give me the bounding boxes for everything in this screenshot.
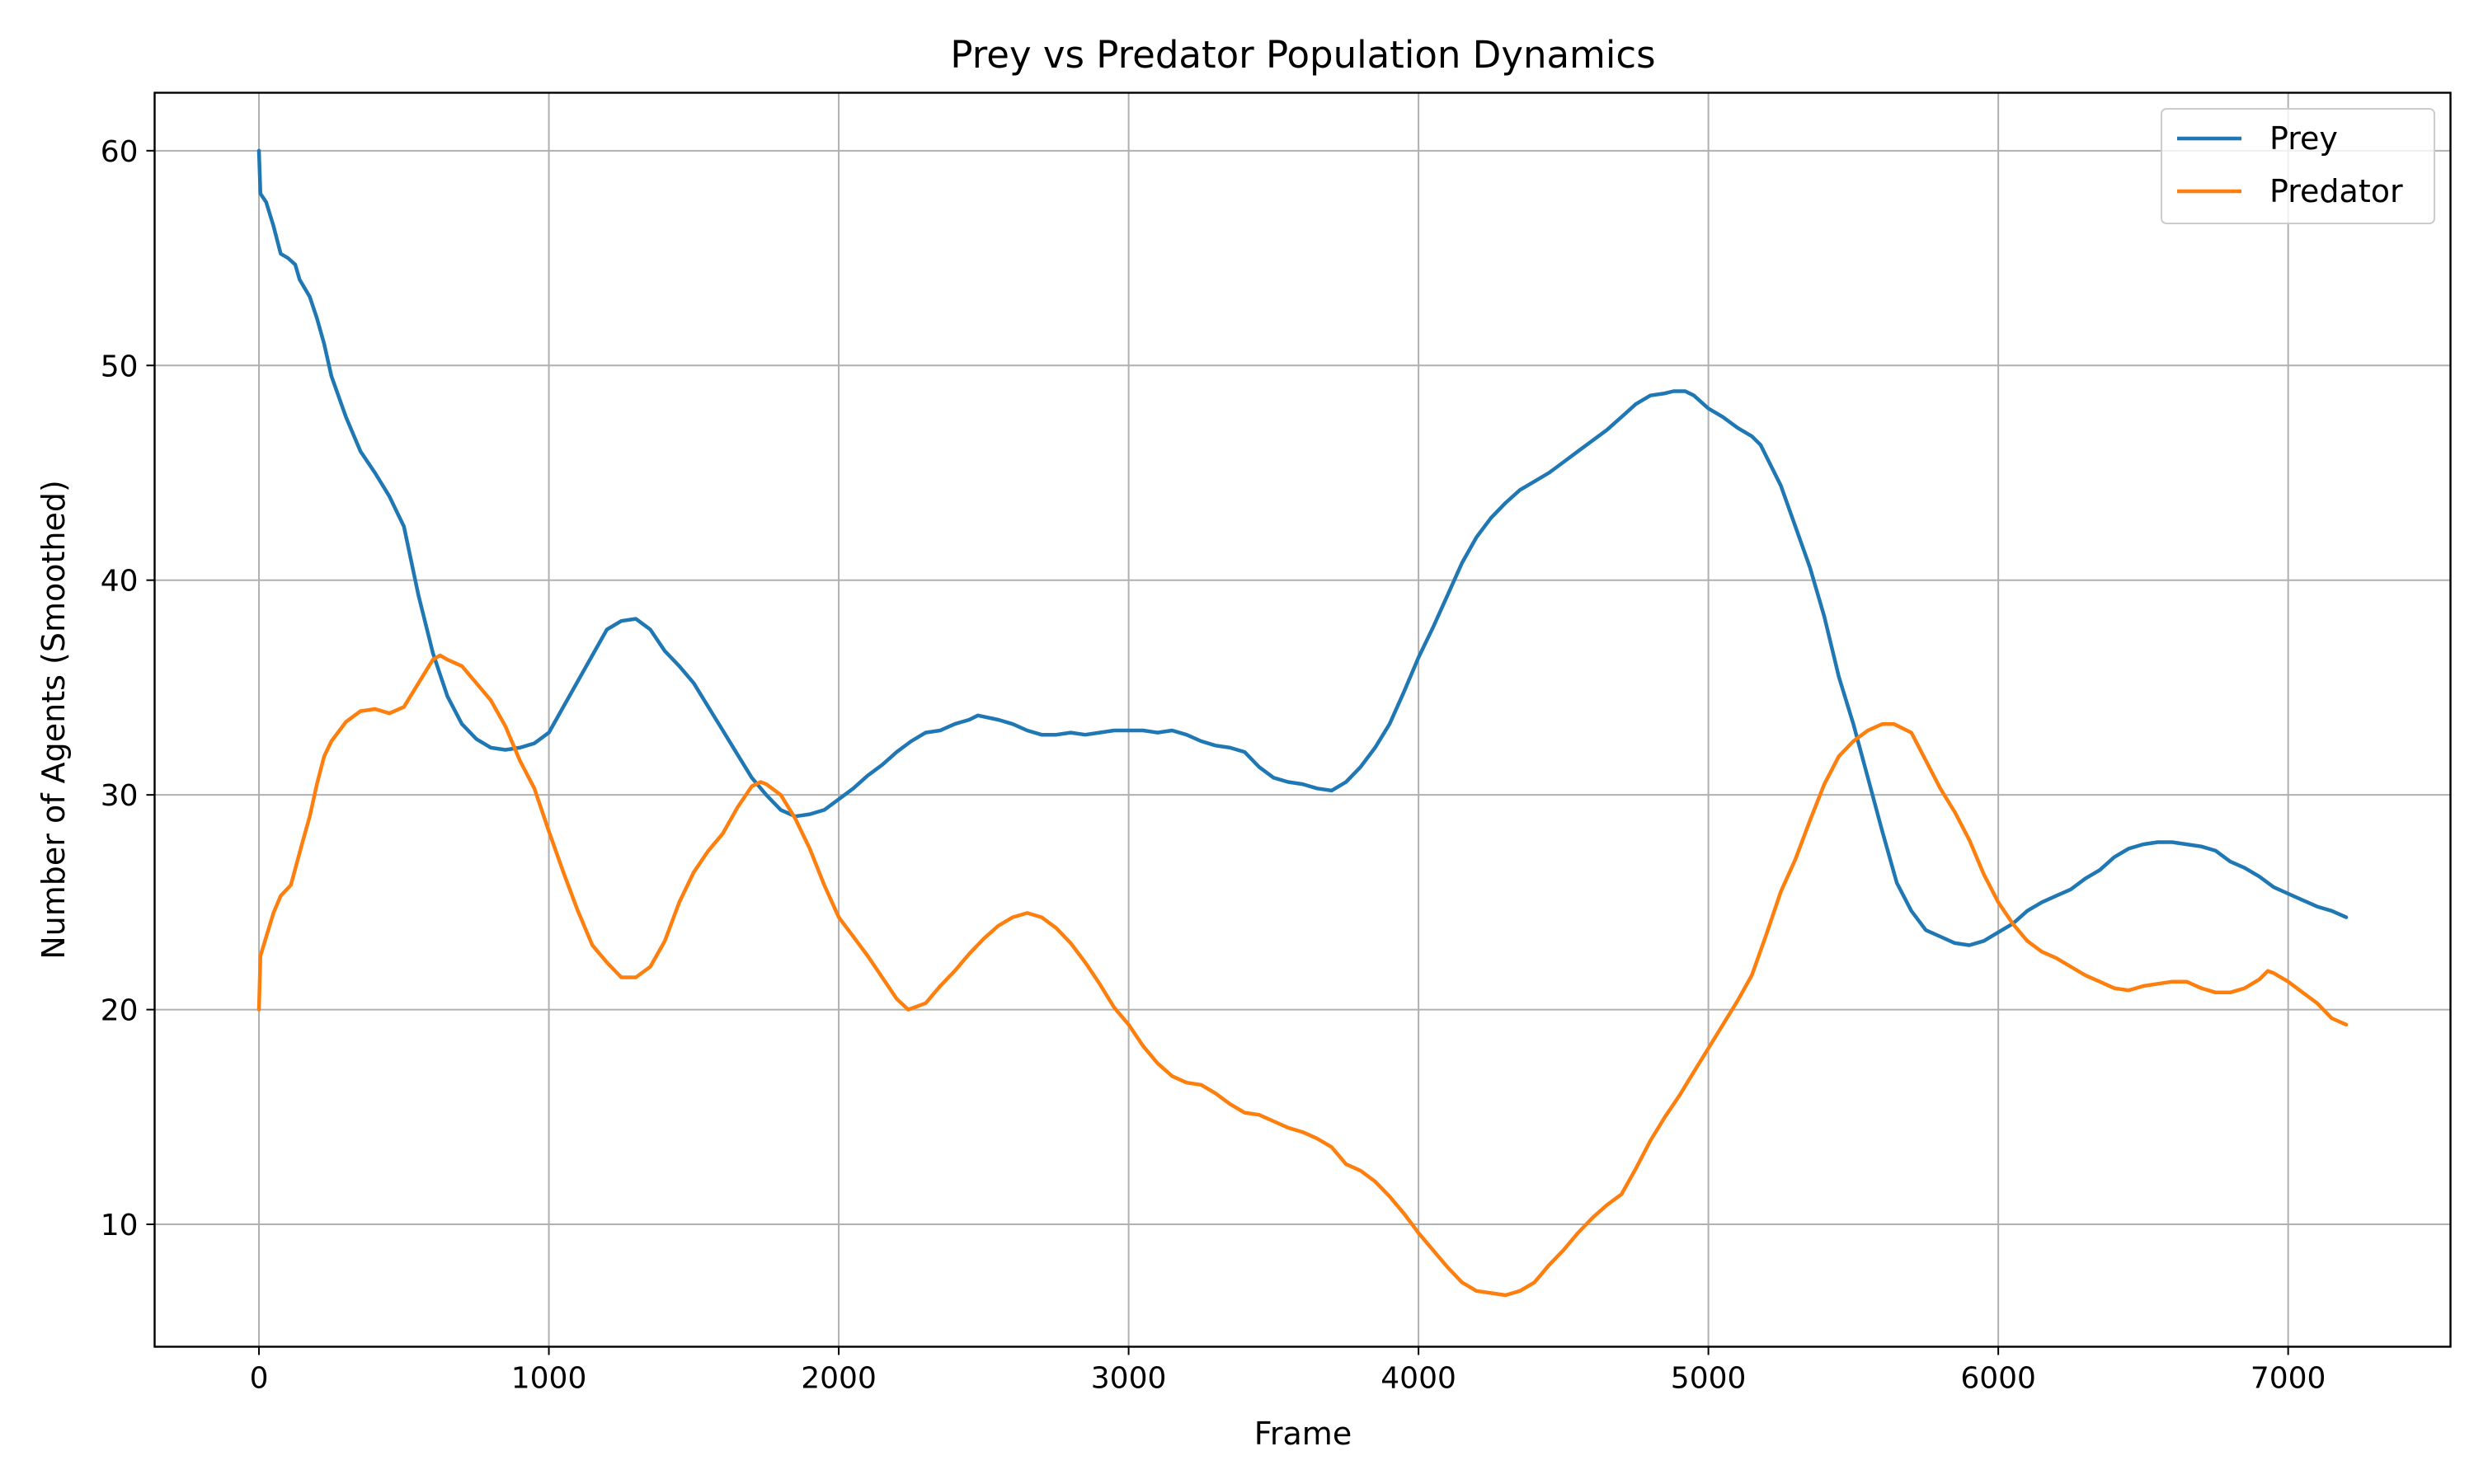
x-tick-label: 2000	[801, 1362, 877, 1396]
x-tick-label: 6000	[1960, 1362, 2036, 1396]
series-line-predator	[256, 653, 2349, 1298]
x-tick-label: 4000	[1380, 1362, 1456, 1396]
x-tick-label: 7000	[2251, 1362, 2326, 1396]
y-tick-label: 20	[101, 994, 139, 1028]
y-tick-label: 40	[101, 565, 139, 599]
x-tick-label: 5000	[1671, 1362, 1747, 1396]
y-tick-label: 10	[101, 1209, 139, 1242]
x-tick-label: 3000	[1091, 1362, 1167, 1396]
legend-label-predator: Predator	[2269, 173, 2403, 209]
legend: Prey Predator	[2161, 108, 2435, 224]
x-tick-label: 1000	[511, 1362, 587, 1396]
y-tick-label: 30	[101, 779, 139, 813]
data-series	[256, 148, 2349, 1298]
series-line-prey	[256, 148, 2349, 947]
y-tick-label: 60	[101, 135, 139, 169]
chart-title: Prey vs Predator Population Dynamics	[950, 33, 1655, 77]
plot-frame	[153, 92, 2452, 1348]
x-axis-label: Frame	[1254, 1416, 1352, 1452]
y-tick-label: 50	[101, 350, 139, 383]
x-tick-label: 0	[250, 1362, 269, 1396]
axis-ticks: 0 1000 2000 3000 4000 5000 6000 7000 10 20 30 40 50 6…	[101, 135, 2326, 1396]
y-axis-label: Number of Agents (Smoothed)	[35, 480, 72, 960]
legend-label-prey: Prey	[2269, 120, 2338, 157]
